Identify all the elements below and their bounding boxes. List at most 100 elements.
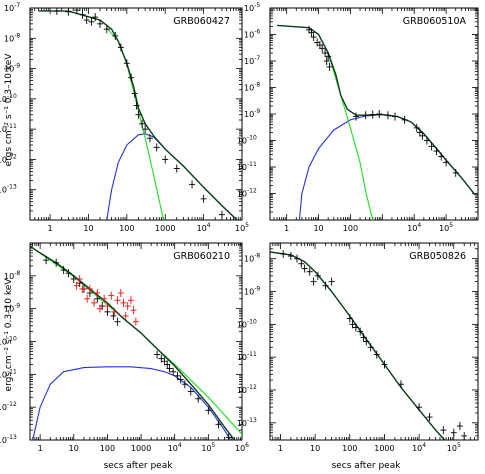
y-tick-label: 10-7 (4, 2, 20, 13)
y-tick-label: 10-9 (244, 285, 260, 296)
flare-point (101, 294, 108, 303)
data-point (154, 350, 161, 359)
data-point (174, 371, 181, 380)
y-tick-label: 10-13 (237, 417, 257, 428)
data-point (280, 249, 287, 258)
x-axis-label-left: secs after peak (104, 461, 174, 471)
data-point (218, 210, 225, 219)
plot-frame (269, 7, 479, 221)
data-point (322, 281, 329, 290)
data-point (416, 403, 423, 412)
data-point (367, 343, 374, 352)
panel-title: GRB060427 (173, 16, 230, 27)
data-point (438, 152, 445, 161)
x-tick-label: 100 (343, 224, 358, 233)
flare-point (108, 291, 115, 300)
x-tick-label: 1000 (131, 444, 151, 453)
data-point (353, 112, 360, 121)
y-tick-label: 10-10 (0, 336, 17, 347)
data-point (298, 259, 305, 268)
y-tick-label: 10-13 (0, 184, 17, 195)
data-point (419, 131, 426, 140)
x-tick-label: 100 (342, 444, 357, 453)
data-point (131, 89, 138, 98)
data-point (153, 143, 160, 152)
plateau-curve (32, 366, 232, 440)
data-point (322, 49, 329, 58)
data-point (181, 380, 188, 389)
axis-ticks (29, 7, 243, 221)
data-point (60, 266, 67, 275)
total-model-curve (38, 10, 239, 220)
flare-point (94, 289, 101, 298)
data-point (363, 337, 370, 346)
data-point (426, 413, 433, 422)
data-point (413, 123, 420, 132)
y-tick-label: 10-8 (4, 32, 20, 43)
data-point (381, 360, 388, 369)
y-tick-label: 10-11 (237, 161, 257, 172)
data-point (162, 155, 169, 164)
data-point (328, 277, 335, 286)
data-point (349, 320, 356, 329)
data-point (53, 8, 60, 15)
data-point (195, 394, 202, 403)
data-point (360, 333, 367, 342)
data-point (314, 271, 321, 280)
data-point (440, 426, 447, 435)
data-point (433, 147, 440, 156)
data-point (205, 406, 212, 415)
panel-title: GRB060210 (173, 251, 230, 262)
data-point (301, 264, 308, 273)
panel-grb060427: 1 10 100 1000 104 105 10-13 10-12 10-11 10-10 10-9… (0, 2, 249, 233)
data-point (135, 110, 142, 119)
data-point (65, 269, 72, 278)
plateau-curve (298, 114, 476, 220)
data-point (325, 52, 332, 61)
data-point (392, 112, 399, 121)
x-tick-label: 100 (100, 444, 115, 453)
x-tick-label: 1 (48, 224, 53, 233)
y-tick-label: 10-11 (237, 351, 257, 362)
data-point (443, 158, 450, 167)
flare-point (76, 275, 83, 284)
data-point (384, 111, 391, 120)
y-tick-label: 10-13 (0, 434, 17, 445)
data-point (326, 62, 333, 71)
data-point (306, 267, 313, 276)
axis-ticks (29, 242, 243, 441)
y-tick-label: 10-11 (0, 368, 17, 379)
data-point (452, 168, 459, 177)
data-point (450, 428, 457, 437)
data-point (103, 25, 110, 34)
x-tick-label: 105 (439, 222, 453, 233)
flare-point (120, 298, 127, 307)
y-tick-label: 10-11 (0, 123, 17, 134)
data-point (177, 375, 184, 384)
data-point (362, 111, 369, 120)
data-point (416, 128, 423, 137)
x-tick-label: 10 (310, 444, 320, 453)
data-point (323, 57, 330, 65)
plot-content (30, 245, 242, 440)
data-point (310, 33, 317, 42)
data-point (401, 115, 408, 124)
flare-point (84, 294, 91, 303)
x-tick-label: 104 (168, 442, 182, 453)
plot-frame (269, 242, 479, 441)
data-point (117, 43, 124, 52)
data-point (310, 277, 317, 286)
x-tick-label: 1 (284, 224, 289, 233)
flare-point (96, 304, 103, 313)
panel-grb060510a: 1 10 100 104 105 10-12 10-11 10-10 10-9 10-8 10-7 1… (237, 2, 479, 233)
y-tick-label: 10-8 (244, 82, 260, 93)
data-point (83, 16, 90, 25)
y-tick-label: 10-12 (237, 188, 257, 199)
y-tick-label: 10-9 (4, 303, 20, 314)
data-point (92, 13, 99, 22)
plot-content (38, 8, 239, 220)
y-tick-label: 10-8 (244, 253, 260, 264)
data-point (70, 275, 77, 284)
data-point (139, 119, 146, 128)
data-point (346, 314, 353, 323)
